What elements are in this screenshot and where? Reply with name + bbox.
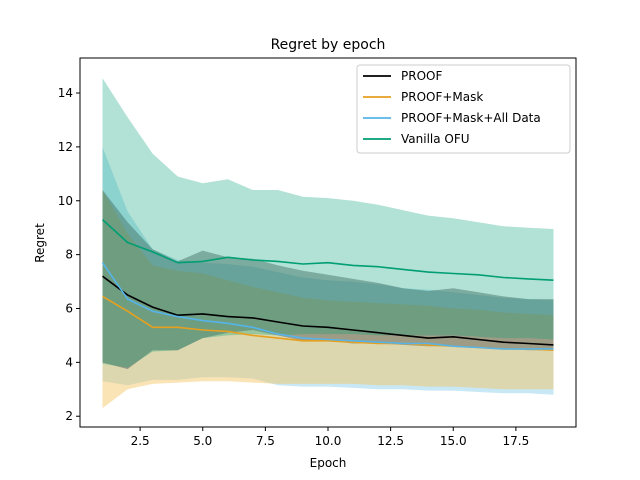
x-tick-label: 10.0: [315, 434, 342, 448]
band-proof-mask: [102, 190, 554, 409]
line-proof-mask-all-data: [101, 262, 554, 350]
x-axis-label: Epoch: [310, 456, 347, 470]
series-lines: [101, 219, 554, 351]
line-vanilla-ofu: [101, 219, 554, 281]
band-proof-mask-all-data: [102, 146, 554, 395]
y-tick-label: 6: [65, 301, 73, 315]
y-tick-label: 12: [58, 140, 73, 154]
x-tick-label: 15.0: [440, 434, 467, 448]
legend-box: [356, 64, 571, 154]
legend-label-proof-mask-all-data: PROOF+Mask+All Data: [401, 111, 541, 125]
y-tick-label: 4: [65, 355, 73, 369]
x-tick-label: 5.0: [193, 434, 212, 448]
band-vanilla-ofu: [102, 78, 554, 368]
x-tick-label: 2.5: [131, 434, 150, 448]
legend-label-vanilla-ofu: Vanilla OFU: [401, 132, 470, 146]
y-tick-label: 2: [65, 409, 73, 423]
y-tick-label: 14: [58, 86, 73, 100]
legend-label-proof-mask: PROOF+Mask: [401, 90, 483, 104]
chart-title: Regret by epoch: [271, 37, 386, 53]
line-proof: [102, 275, 554, 346]
x-tick-label: 7.5: [256, 434, 275, 448]
x-axis: 2.5 5.0 7.5 10.0 12.5 15.0 17.5: [131, 427, 530, 448]
y-axis-label: Regret: [33, 223, 47, 263]
y-tick-label: 8: [65, 248, 73, 262]
x-tick-label: 12.5: [377, 434, 404, 448]
x-tick-label: 17.5: [503, 434, 530, 448]
confidence-bands: [102, 78, 554, 409]
band-proof: [102, 190, 554, 370]
y-axis: 2 4 6 8 10 12 14: [58, 86, 80, 423]
legend: PROOF PROOF+Mask PROOF+Mask+All Data Vanill…: [356, 64, 571, 154]
legend-label-proof: PROOF: [401, 69, 442, 83]
y-tick-label: 10: [58, 194, 73, 208]
